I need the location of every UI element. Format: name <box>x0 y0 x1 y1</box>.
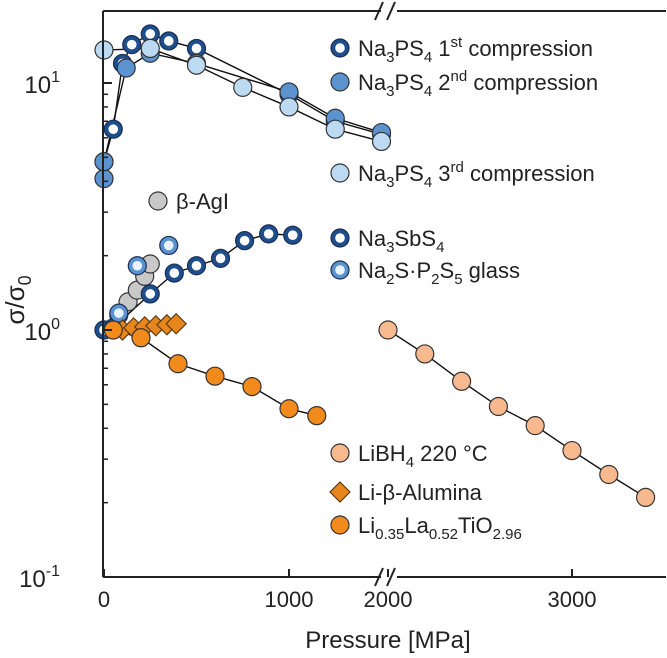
plot-markers <box>94 24 656 508</box>
axes <box>102 1 666 587</box>
legend-label: LiBH4 220 °C <box>358 441 488 471</box>
data-point-center <box>163 36 174 46</box>
legend-label: Na3PS4 2nd compression <box>358 68 598 100</box>
data-point <box>131 328 151 348</box>
data-point-center <box>169 268 180 278</box>
data-point <box>452 371 472 391</box>
x-tick-label: 3000 <box>548 587 597 612</box>
legend-marker-center <box>335 233 345 243</box>
series-line <box>103 233 293 331</box>
data-point <box>242 376 262 397</box>
data-point <box>168 354 188 374</box>
data-point-center <box>239 235 250 246</box>
data-point-center <box>145 29 156 39</box>
data-point-center <box>287 230 298 240</box>
x-tick-label: 1000 <box>265 587 314 612</box>
data-point <box>415 344 435 364</box>
legend-marker-center <box>335 265 345 275</box>
legend-label: Na2S·P2S5 glass <box>358 258 520 288</box>
data-point <box>562 440 582 461</box>
data-point <box>186 55 207 75</box>
data-point <box>279 97 299 117</box>
legend-label: Li-β-Alumina <box>358 480 483 505</box>
y-axis-label: σ/σ0 <box>0 275 35 324</box>
legend-marker-center <box>335 43 345 53</box>
axis-break-mark <box>386 567 396 587</box>
series-line <box>103 33 382 162</box>
data-point-center <box>191 43 202 54</box>
legend-marker <box>148 191 168 211</box>
legend-marker <box>330 515 350 535</box>
legend-label: β-AgI <box>176 189 229 214</box>
data-point-center <box>263 229 274 239</box>
y-tick-label: 101 <box>24 69 60 99</box>
data-point <box>279 399 299 419</box>
data-point-center <box>108 124 119 135</box>
data-point-center <box>114 308 124 318</box>
legend-marker <box>330 163 350 183</box>
x-tick-label: 2000 <box>364 587 413 612</box>
axis-break-mark <box>386 1 396 21</box>
legend-label: Na3PS4 1st compression <box>358 34 593 66</box>
legend-marker <box>330 72 350 92</box>
legend-label: Na3SbS4 <box>358 226 444 256</box>
data-point <box>205 366 225 386</box>
data-point-center <box>163 240 174 251</box>
data-point-center <box>191 260 202 271</box>
data-point-center <box>132 260 143 271</box>
legend-label: Li0.35La0.52TiO2.96 <box>358 513 522 543</box>
data-point <box>233 77 253 97</box>
data-point <box>116 58 136 78</box>
y-tick-label: 100 <box>24 316 60 346</box>
data-point <box>165 312 187 335</box>
data-point <box>325 119 345 139</box>
data-point <box>307 406 327 426</box>
data-point <box>599 464 619 485</box>
data-point-center <box>145 289 156 299</box>
data-point <box>371 131 392 152</box>
data-point-center <box>126 39 137 50</box>
data-point <box>635 487 656 508</box>
axis-break-mark <box>374 567 384 587</box>
data-point <box>525 416 545 436</box>
x-tick-label: 0 <box>98 587 110 612</box>
y-axis-label-main: σ/σ <box>0 285 30 324</box>
legend-marker <box>330 443 350 463</box>
axis-break-mark <box>374 1 384 21</box>
data-point <box>488 396 508 417</box>
legend-label: Na3PS4 3rd compression <box>358 159 595 191</box>
ticks: 0 1000 2000 3000 10-1 100 101 <box>19 69 596 612</box>
data-point <box>140 38 160 59</box>
legend-marker <box>329 481 351 503</box>
y-tick-label: 10-1 <box>19 563 60 593</box>
x-axis-label: Pressure [MPa] <box>305 627 470 654</box>
data-point <box>378 320 398 340</box>
y-axis-label-sub: 0 <box>15 275 35 285</box>
data-point-center <box>215 253 226 264</box>
